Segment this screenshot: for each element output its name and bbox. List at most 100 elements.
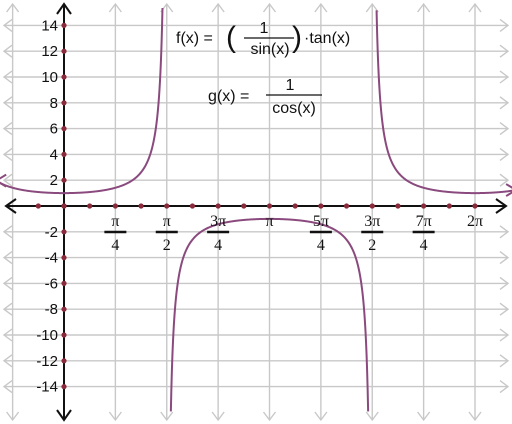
x-tick-denominator: 4 xyxy=(214,237,222,254)
y-tick-dot xyxy=(61,229,67,235)
y-tick-dot xyxy=(61,384,67,390)
grid-arrow-down xyxy=(108,411,122,422)
grid-arrow-right xyxy=(499,70,510,84)
x-tick-dot xyxy=(472,203,478,209)
y-tick-dot xyxy=(61,358,67,364)
x-tick-dot xyxy=(35,203,41,209)
x-tick-dot xyxy=(164,203,170,209)
y-tick-label: 14 xyxy=(41,17,58,34)
f-suffix: ·tan(x) xyxy=(304,30,350,47)
x-tick-dot xyxy=(266,203,273,209)
y-tick-dot xyxy=(61,126,67,132)
f-close-paren: ) xyxy=(292,21,302,54)
f-numerator: 1 xyxy=(260,20,269,37)
x-tick-numerator: 3π xyxy=(364,213,380,230)
grid-arrow-up xyxy=(211,2,225,13)
grid-arrow-down xyxy=(262,411,277,422)
y-tick-label: 6 xyxy=(50,121,58,138)
y-tick-dot xyxy=(61,280,67,286)
y-tick-label: 8 xyxy=(50,95,58,112)
g-numerator: 1 xyxy=(286,77,295,94)
x-tick-dot xyxy=(215,203,221,209)
secant-curve-branch xyxy=(0,7,164,195)
y-tick-label: -12 xyxy=(36,353,58,370)
y-tick-label: -14 xyxy=(36,379,58,396)
grid-arrow-right xyxy=(499,380,510,394)
secant-curve-branch xyxy=(375,10,512,195)
x-tick-denominator: 4 xyxy=(420,237,428,254)
y-tick-dot xyxy=(61,177,67,183)
y-axis-arrow-up xyxy=(56,2,72,15)
grid-arrow-right xyxy=(499,251,510,265)
grid-arrow-left xyxy=(2,96,13,110)
equation-f: f(x) = ( 1 sin(x) ) ·tan(x) xyxy=(176,20,350,58)
grid-arrow-up xyxy=(365,2,379,13)
x-tick-denominator: 2 xyxy=(163,237,171,254)
y-tick-dot xyxy=(61,306,67,312)
grid-arrow-down xyxy=(468,411,482,422)
grid-arrow-up xyxy=(6,2,20,13)
x-axis-arrow-right xyxy=(495,198,508,214)
y-tick-label: -6 xyxy=(45,275,58,292)
grid-arrow-left xyxy=(2,380,13,394)
grid-arrow-left xyxy=(2,122,13,136)
grid-arrow-right xyxy=(499,122,510,136)
y-tick-dot xyxy=(61,48,67,54)
x-tick-numerator: π xyxy=(163,213,171,230)
x-tick-dot xyxy=(61,203,67,209)
grid-arrow-right xyxy=(499,173,510,187)
grid-arrow-down xyxy=(6,411,20,422)
x-tick-dot xyxy=(241,203,247,209)
grid-arrow-left xyxy=(2,147,13,161)
grid-arrow-right xyxy=(499,96,510,110)
x-tick-numerator: 7π xyxy=(416,213,432,230)
grid-arrow-right xyxy=(499,354,510,368)
curve-arrow-right xyxy=(505,183,512,197)
y-tick-label: -8 xyxy=(45,301,58,318)
grid-arrow-left xyxy=(2,354,13,368)
x-tick-dot xyxy=(446,203,452,209)
grid-arrow-up xyxy=(262,2,277,13)
y-tick-dot xyxy=(61,74,67,80)
y-tick-dot xyxy=(61,332,67,338)
y-tick-label: 12 xyxy=(41,43,58,60)
equation-g: g(x) = 1 cos(x) xyxy=(208,77,322,117)
y-tick-label: -10 xyxy=(36,327,58,344)
x-tick-label: 2π xyxy=(467,213,483,230)
y-tick-label: -2 xyxy=(45,224,58,241)
x-tick-dot xyxy=(343,203,350,209)
grid-arrow-left xyxy=(2,70,13,84)
grid-arrow-right xyxy=(499,18,510,32)
y-tick-dot xyxy=(61,22,67,28)
grid-arrow-left xyxy=(2,276,13,290)
secant-curve-branch xyxy=(169,217,370,412)
x-tick-numerator: π xyxy=(111,213,119,230)
x-tick-dot xyxy=(318,203,324,209)
x-tick-denominator: 2 xyxy=(368,237,376,254)
x-tick-dot xyxy=(395,203,401,209)
grid-arrow-left xyxy=(2,251,13,265)
f-label: f(x) = xyxy=(176,30,213,47)
g-label: g(x) = xyxy=(208,88,249,105)
grid-arrow-down xyxy=(417,411,431,422)
y-tick-label: 2 xyxy=(50,172,58,189)
grid-arrow-up xyxy=(314,2,328,13)
x-tick-dot xyxy=(369,203,375,209)
grid-arrow-up xyxy=(108,2,122,13)
y-tick-label: 10 xyxy=(41,69,58,86)
grid-arrow-down xyxy=(314,411,328,422)
x-tick-numerator: 3π xyxy=(210,213,226,230)
grid-arrow-left xyxy=(2,173,13,187)
y-tick-label: 4 xyxy=(50,146,58,163)
curve-layer xyxy=(0,7,512,412)
grid-arrow-up xyxy=(468,2,482,13)
x-tick-dot xyxy=(138,203,144,209)
x-tick-denominator: 4 xyxy=(317,237,325,254)
axes xyxy=(4,2,508,422)
x-tick-label: π xyxy=(265,213,273,230)
g-denominator: cos(x) xyxy=(272,100,316,117)
grid-arrow-down xyxy=(160,411,174,422)
x-tick-dot xyxy=(421,203,427,209)
